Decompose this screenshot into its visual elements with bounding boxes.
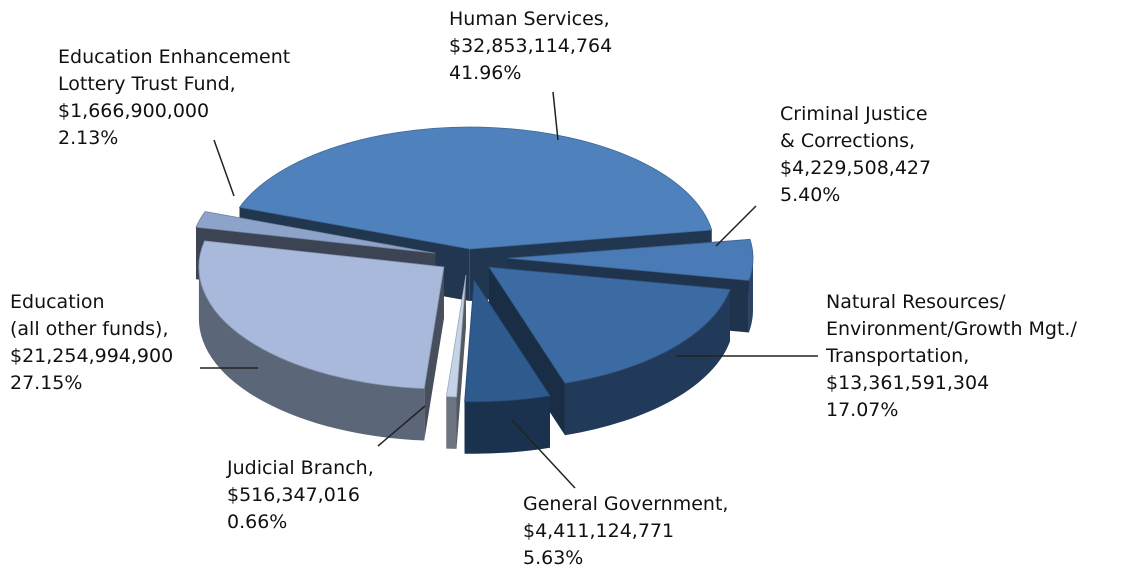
label-name-line1: Education <box>10 291 105 313</box>
leader-line-general-government <box>511 419 576 489</box>
pie-slice-side-education-0 <box>198 266 425 441</box>
label-general-government: General Government, $4,411,124,771 5.63% <box>523 491 728 572</box>
label-percent: 2.13% <box>58 127 119 149</box>
leader-line-judicial <box>377 405 426 447</box>
label-amount: $1,666,900,000 <box>58 100 210 122</box>
label-name: Human Services, <box>449 8 610 30</box>
label-percent: 0.66% <box>227 511 288 533</box>
pie-slice-criminal-justice <box>507 238 754 281</box>
label-percent: 5.63% <box>523 547 584 569</box>
label-amount: $4,229,508,427 <box>780 157 932 179</box>
pie-slice-side-general-government-0 <box>464 395 550 454</box>
leader-line-lottery <box>213 139 235 197</box>
pie-slice-judicial <box>445 274 467 398</box>
label-name-line2: & Corrections, <box>780 130 916 152</box>
pie-top-layer <box>195 126 754 403</box>
label-name: Judicial Branch, <box>227 457 374 479</box>
label-amount: $4,411,124,771 <box>523 520 675 542</box>
label-amount: $13,361,591,304 <box>826 372 990 394</box>
label-name-line1: Education Enhancement <box>58 46 291 68</box>
label-name-line3: Transportation, <box>826 345 970 367</box>
leader-line-criminal-justice <box>715 205 757 247</box>
label-name-line1: Criminal Justice <box>780 103 928 125</box>
label-lottery: Education Enhancement Lottery Trust Fund… <box>58 44 290 152</box>
pie-slice-natural-resources <box>488 266 731 384</box>
pie-slice-general-government <box>464 278 551 403</box>
label-name-line2: Environment/Growth Mgt./ <box>826 318 1077 340</box>
label-education: Education (all other funds), $21,254,994… <box>10 289 173 397</box>
pie-slice-education <box>198 240 445 389</box>
label-natural-resources: Natural Resources/ Environment/Growth Mg… <box>826 289 1077 424</box>
label-name-line2: Lottery Trust Fund, <box>58 73 236 95</box>
label-amount: $32,853,114,764 <box>449 35 613 57</box>
label-percent: 41.96% <box>449 62 522 84</box>
label-name-line2: (all other funds), <box>10 318 169 340</box>
label-percent: 27.15% <box>10 372 83 394</box>
leader-lines <box>200 91 818 489</box>
label-percent: 17.07% <box>826 399 899 421</box>
pie-slice-side-natural-resources-0 <box>564 289 730 436</box>
label-criminal-justice: Criminal Justice & Corrections, $4,229,5… <box>780 101 931 209</box>
pie-slice-side-criminal-justice-0 <box>748 258 753 333</box>
pie-slice-side-judicial-0 <box>446 396 457 449</box>
pie-slice-lottery <box>195 211 436 254</box>
label-percent: 5.40% <box>780 184 841 206</box>
label-amount: $21,254,994,900 <box>10 345 174 367</box>
label-amount: $516,347,016 <box>227 484 360 506</box>
pie-slice-human-services <box>238 126 713 250</box>
label-name-line1: Natural Resources/ <box>826 291 1006 313</box>
leader-line-human-services <box>552 91 559 141</box>
label-name: General Government, <box>523 493 729 515</box>
label-human-services: Human Services, $32,853,114,764 41.96% <box>449 6 612 87</box>
label-judicial: Judicial Branch, $516,347,016 0.66% <box>227 455 374 536</box>
